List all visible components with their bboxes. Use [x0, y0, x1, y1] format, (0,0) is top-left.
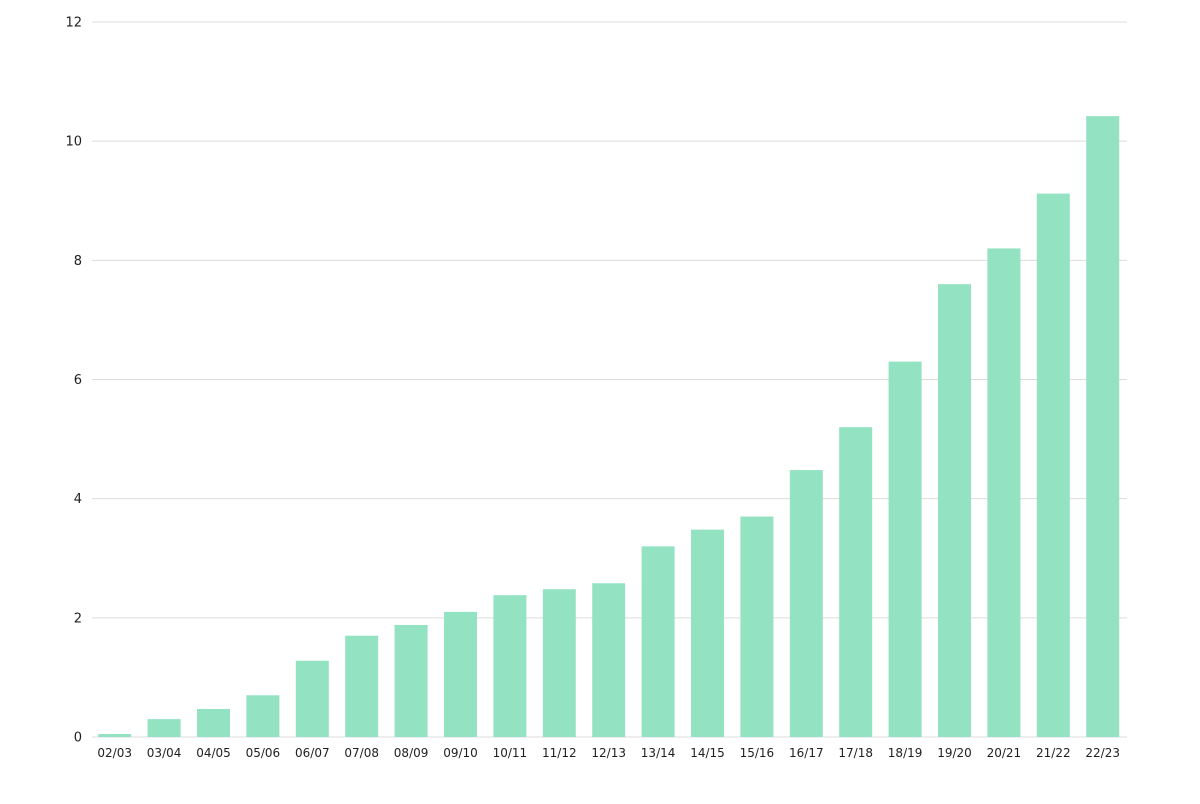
bar [147, 719, 181, 737]
bar [740, 516, 774, 737]
x-tick-label: 08/09 [394, 746, 429, 760]
x-tick-label: 16/17 [789, 746, 824, 760]
y-tick-label: 8 [74, 254, 82, 269]
y-axis-tick-labels: 0 2 4 6 8 10 12 [65, 16, 82, 746]
x-axis-tick-labels: 02/03 03/04 04/05 05/06 06/07 07/08 08/09 09/10… [97, 746, 1120, 760]
x-tick-label: 13/14 [641, 746, 676, 760]
bar [295, 660, 329, 737]
y-tick-label: 2 [74, 611, 82, 626]
bar [345, 635, 379, 737]
x-tick-label: 20/21 [987, 746, 1022, 760]
x-tick-label: 14/15 [690, 746, 725, 760]
x-tick-label: 04/05 [196, 746, 231, 760]
bar [493, 595, 527, 737]
x-tick-label: 09/10 [443, 746, 478, 760]
bar [691, 529, 724, 737]
y-tick-label: 12 [65, 16, 82, 31]
x-tick-label: 06/07 [295, 746, 330, 760]
bar [938, 284, 971, 737]
x-tick-label: 10/11 [493, 746, 528, 760]
bar [1036, 193, 1070, 738]
gridlines [92, 21, 1127, 738]
x-tick-label: 21/22 [1036, 746, 1071, 760]
bar [394, 624, 428, 737]
bar [592, 583, 626, 737]
bar [246, 695, 280, 737]
bar [641, 546, 675, 737]
x-tick-label: 02/03 [97, 746, 132, 760]
x-tick-label: 22/23 [1085, 746, 1120, 760]
x-tick-label: 07/08 [344, 746, 379, 760]
y-tick-label: 10 [65, 135, 82, 150]
bar [839, 427, 873, 737]
bar [987, 248, 1021, 737]
x-tick-label: 17/18 [838, 746, 873, 760]
y-tick-label: 6 [74, 373, 82, 388]
x-tick-label: 05/06 [246, 746, 281, 760]
x-tick-label: 03/04 [147, 746, 182, 760]
bar [98, 734, 132, 737]
bar [542, 589, 576, 737]
bar [444, 611, 477, 737]
bar [1086, 116, 1120, 738]
y-tick-label: 4 [74, 492, 82, 507]
x-tick-label: 18/19 [888, 746, 923, 760]
x-tick-label: 11/12 [542, 746, 577, 760]
bars [98, 116, 1120, 738]
bar [888, 361, 922, 737]
x-tick-label: 19/20 [937, 746, 972, 760]
x-tick-label: 12/13 [591, 746, 626, 760]
bar [197, 708, 230, 737]
x-tick-label: 15/16 [740, 746, 775, 760]
bar [789, 470, 823, 737]
y-tick-label: 0 [74, 731, 82, 746]
